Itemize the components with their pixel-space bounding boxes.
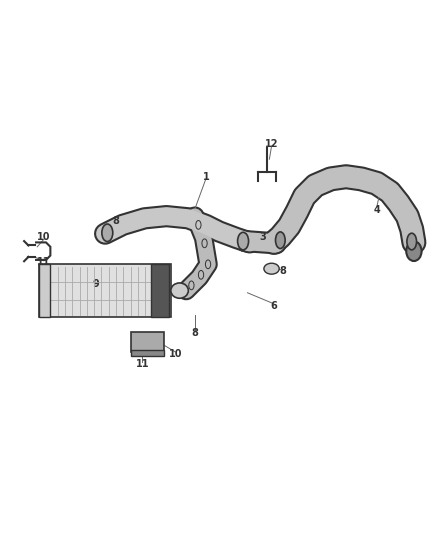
Ellipse shape (238, 232, 249, 250)
Text: 6: 6 (270, 301, 277, 311)
Text: 8: 8 (191, 328, 198, 338)
Ellipse shape (102, 224, 113, 241)
Ellipse shape (264, 263, 279, 274)
Text: 3: 3 (259, 232, 266, 242)
FancyBboxPatch shape (131, 350, 164, 356)
Text: 1: 1 (202, 172, 209, 182)
Text: 11: 11 (136, 359, 149, 369)
Ellipse shape (407, 233, 417, 250)
Text: 8: 8 (113, 215, 120, 225)
FancyBboxPatch shape (39, 264, 171, 317)
Text: 8: 8 (279, 266, 286, 276)
Text: 4: 4 (373, 205, 380, 215)
Ellipse shape (406, 241, 421, 261)
Ellipse shape (276, 232, 285, 248)
FancyBboxPatch shape (39, 264, 50, 317)
Text: 12: 12 (265, 139, 278, 149)
FancyBboxPatch shape (131, 332, 164, 352)
Text: 10: 10 (37, 232, 50, 242)
FancyBboxPatch shape (151, 264, 169, 317)
Text: 10: 10 (169, 349, 182, 359)
Ellipse shape (171, 283, 188, 298)
Text: 9: 9 (93, 279, 100, 289)
Text: 11: 11 (37, 257, 50, 267)
